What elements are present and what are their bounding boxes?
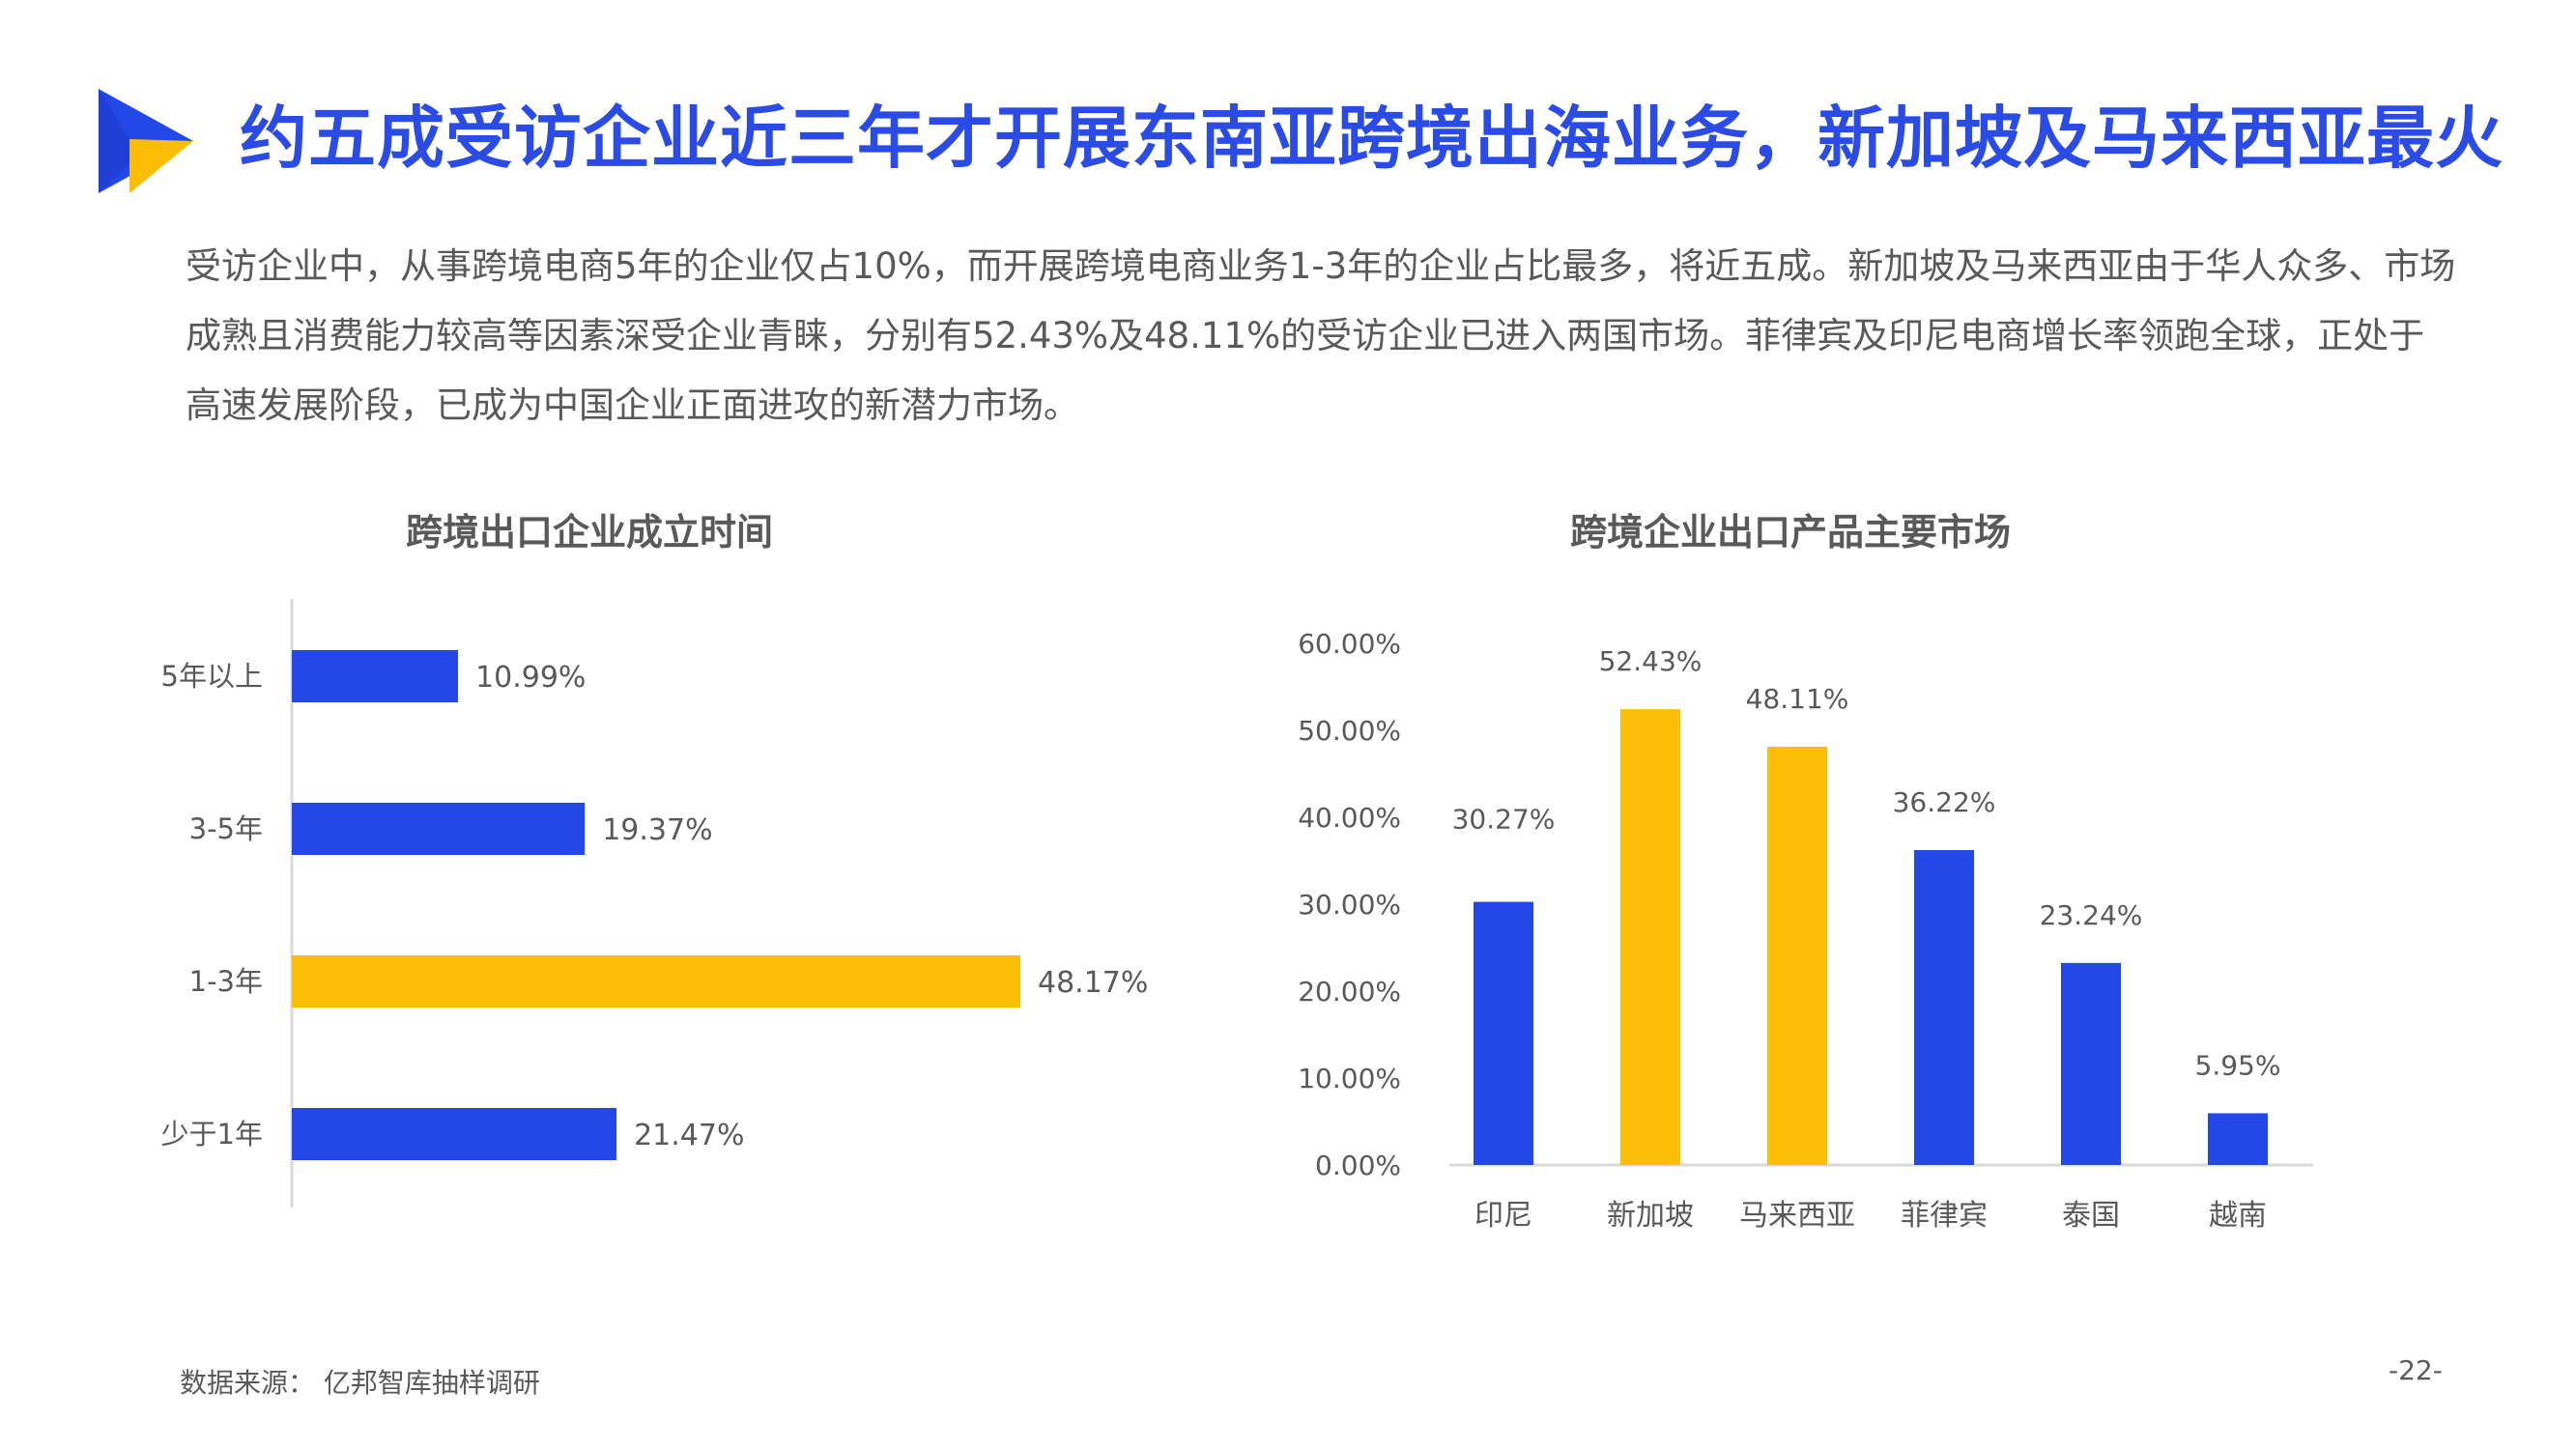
chart1-bar-3 <box>292 955 1020 1008</box>
chart1-data-label: 19.37% <box>602 813 712 847</box>
chart2-ytick-label: 20.00% <box>1298 976 1401 1008</box>
chart2-bar-3 <box>1767 747 1827 1165</box>
chart1-data-label: 21.47% <box>634 1119 744 1152</box>
chart1-bar-1 <box>292 650 459 702</box>
chart2-category-label: 马来西亚 <box>1739 1199 1855 1233</box>
chart1-category-label: 5年以上 <box>161 660 263 693</box>
chart1-bar-4 <box>292 1108 617 1160</box>
chart2-ytick-label: 40.00% <box>1298 802 1401 834</box>
summary-paragraph: 受访企业中，从事跨境电商5年的企业仅占10%，而开展跨境电商业务1-3年的企业占… <box>186 245 2456 426</box>
chart2-category-label: 菲律宾 <box>1901 1199 1988 1233</box>
chart2-data-label: 5.95% <box>2195 1049 2281 1081</box>
chart1-svg: 5年以上 10.99% 3-5年 19.37% 1-3年 48.17% 少于1年 21.47% <box>161 599 1148 1208</box>
page-title: 约五成受访企业近三年才开展东南亚跨境出海业务，新加坡及马来西亚最火 <box>240 99 2504 178</box>
chart2-bar-2 <box>1620 709 1680 1165</box>
chart2-ytick-label: 30.00% <box>1298 889 1401 921</box>
chart2-data-label: 23.24% <box>2040 899 2143 931</box>
chart1-title: 跨境出口企业成立时间 <box>406 511 774 554</box>
chart2-category-label: 越南 <box>2209 1199 2267 1233</box>
chart2-bar-4 <box>1914 850 1974 1165</box>
chart1-category-label: 3-5年 <box>189 812 263 845</box>
chart2-category-label: 新加坡 <box>1607 1199 1694 1233</box>
chart2-svg: 0.00% 10.00% 20.00% 30.00% 40.00% 50.00% 60.00… <box>1298 628 2313 1233</box>
chart2-category-label: 印尼 <box>1474 1199 1532 1233</box>
chart2-data-label: 36.22% <box>1893 786 1996 818</box>
chart2-category-label: 泰国 <box>2062 1199 2120 1233</box>
chart2-data-label: 30.27% <box>1452 804 1556 836</box>
chart2-bar-1 <box>1474 901 1533 1165</box>
chart1-category-label: 少于1年 <box>161 1118 263 1151</box>
play-triangle-icon <box>99 89 193 193</box>
chart1-data-label: 10.99% <box>475 661 586 695</box>
chart2-ytick-label: 0.00% <box>1315 1150 1401 1181</box>
chart2-title: 跨境企业出口产品主要市场 <box>1570 511 2012 554</box>
chart2-data-label: 48.11% <box>1746 683 1849 715</box>
chart1-data-label: 48.17% <box>1038 966 1148 1000</box>
chart2-ytick-label: 50.00% <box>1298 715 1401 747</box>
chart1-category-label: 1-3年 <box>189 965 263 998</box>
chart2-bar-6 <box>2208 1113 2268 1165</box>
chart2-bar-5 <box>2061 962 2121 1165</box>
chart1-bar-2 <box>292 803 586 855</box>
chart2-data-label: 52.43% <box>1599 645 1703 677</box>
data-source: 数据来源： 亿邦智库抽样调研 <box>180 1367 540 1399</box>
chart2-ytick-label: 10.00% <box>1298 1063 1401 1094</box>
chart2-ytick-label: 60.00% <box>1298 628 1401 660</box>
page-number: -22- <box>2389 1354 2443 1386</box>
